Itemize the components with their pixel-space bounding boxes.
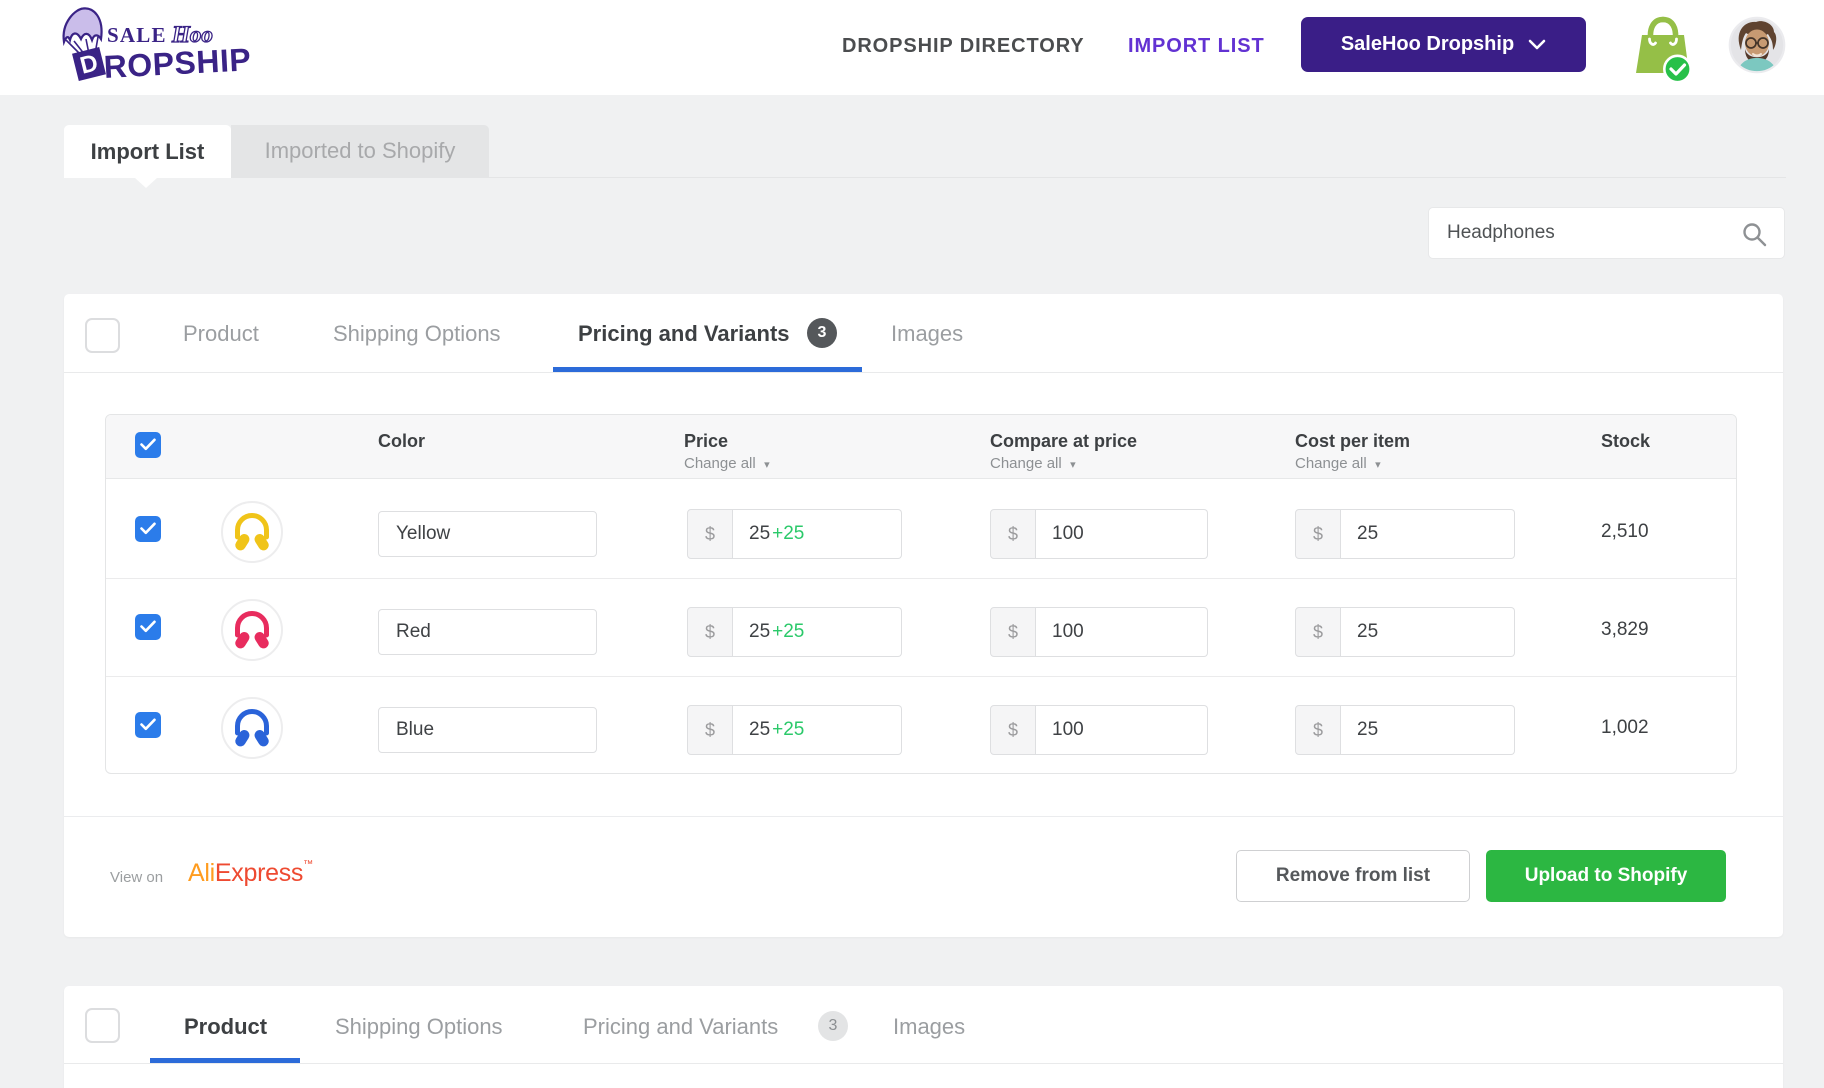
svg-text:ROPSHIP: ROPSHIP bbox=[103, 41, 252, 85]
svg-text:D: D bbox=[77, 49, 100, 79]
svg-text:Hoo: Hoo bbox=[171, 22, 213, 47]
svg-text:SALE: SALE bbox=[107, 23, 167, 47]
